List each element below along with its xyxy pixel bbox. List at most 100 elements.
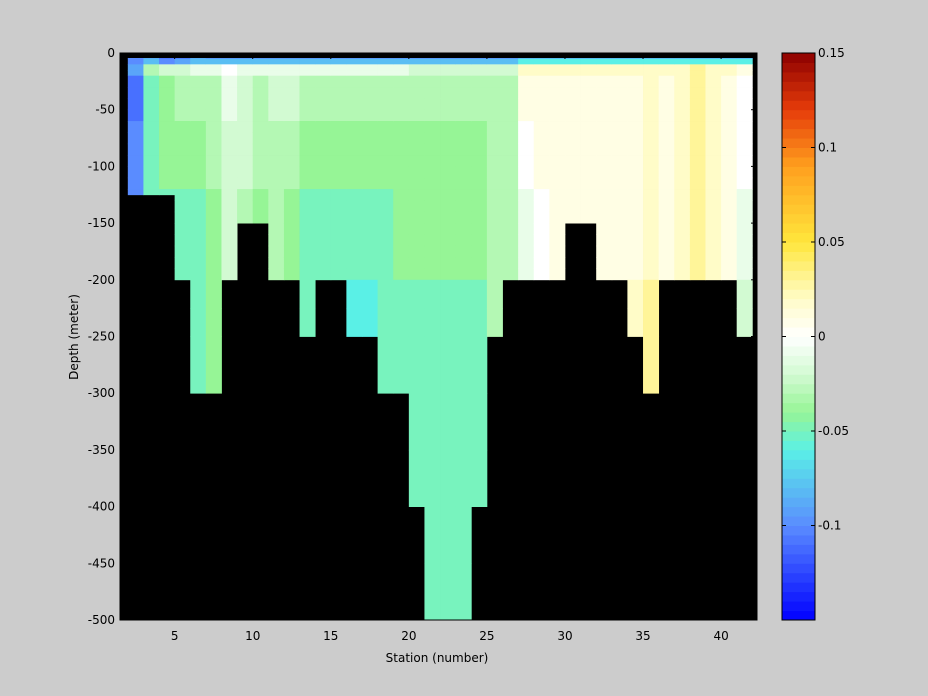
heatmap-cell [159, 143, 176, 156]
heatmap-cell [362, 245, 379, 258]
heatmap-cell [362, 64, 379, 71]
heatmap-cell [346, 75, 363, 88]
heatmap-cell [564, 189, 581, 201]
y-tick-label: -50 [95, 103, 115, 117]
heatmap-cell [627, 166, 644, 179]
colorbar-swatch [782, 487, 815, 498]
heatmap-cell [440, 58, 457, 65]
colorbar-swatch [782, 506, 815, 517]
heatmap-cell [689, 223, 706, 235]
heatmap-cell [596, 200, 613, 213]
heatmap-cell [127, 121, 144, 133]
heatmap-cell [533, 70, 550, 77]
heatmap-cell [408, 64, 425, 71]
heatmap-cell [486, 245, 503, 258]
heatmap-cell [393, 87, 410, 99]
heatmap-cell [268, 58, 285, 65]
heatmap-cell [502, 64, 519, 71]
heatmap-cell [455, 506, 472, 564]
heatmap-cell [549, 155, 566, 167]
heatmap-cell [643, 200, 660, 213]
heatmap-cell [674, 64, 691, 71]
heatmap-cell [330, 177, 347, 190]
heatmap-cell [502, 87, 519, 99]
heatmap-cell [596, 132, 613, 145]
heatmap-cell [689, 245, 706, 258]
heatmap-cell [736, 189, 753, 201]
heatmap-cell [455, 143, 472, 156]
heatmap-cell [486, 223, 503, 235]
colorbar-tick-label: 0 [818, 330, 826, 344]
heatmap-cell [377, 155, 394, 167]
colorbar-swatch [782, 601, 815, 612]
colorbar-swatch [782, 119, 815, 130]
heatmap-cell [627, 308, 644, 337]
heatmap-cell [627, 121, 644, 133]
heatmap-cell [705, 64, 722, 71]
heatmap-cell [471, 121, 488, 133]
heatmap-cell [315, 268, 332, 281]
heatmap-cell [174, 268, 191, 281]
heatmap-cell [237, 132, 254, 145]
heatmap-cell [658, 166, 675, 179]
heatmap-cell [408, 121, 425, 133]
y-tick-label: -400 [88, 500, 115, 514]
heatmap-cell [580, 121, 597, 133]
heatmap-cell [205, 109, 222, 122]
heatmap-cell [705, 200, 722, 213]
heatmap-cell [393, 166, 410, 179]
heatmap-cell [440, 223, 457, 235]
heatmap-cell [502, 121, 519, 133]
heatmap-cell [190, 143, 207, 156]
heatmap-cell [127, 177, 144, 190]
heatmap-cell [689, 211, 706, 224]
heatmap-cell [471, 132, 488, 145]
heatmap-cell [455, 155, 472, 167]
heatmap-cell [596, 257, 613, 269]
colorbar-swatch [782, 563, 815, 574]
heatmap-cell [174, 257, 191, 269]
heatmap-cell [518, 234, 535, 247]
heatmap-cell [252, 143, 269, 156]
heatmap-cell [299, 121, 316, 133]
colorbar-swatch [782, 279, 815, 290]
colorbar-swatch [782, 223, 815, 234]
heatmap-cell [440, 155, 457, 167]
heatmap-cell [580, 109, 597, 122]
heatmap-cell [627, 189, 644, 201]
heatmap-cell [455, 449, 472, 507]
heatmap-cell [736, 177, 753, 190]
heatmap-cell [643, 177, 660, 190]
x-tick-label: 10 [245, 629, 260, 643]
heatmap-cell [564, 155, 581, 167]
heatmap-cell [580, 155, 597, 167]
heatmap-cell [455, 166, 472, 179]
heatmap-cell [268, 200, 285, 213]
heatmap-cell [205, 189, 222, 201]
heatmap-cell [502, 211, 519, 224]
heatmap-cell [330, 64, 347, 71]
colorbar-swatch [782, 610, 815, 621]
heatmap-cell [424, 177, 441, 190]
heatmap-cell [533, 109, 550, 122]
colorbar-swatch [782, 572, 815, 583]
heatmap-cell [283, 58, 300, 65]
heatmap-cell [689, 121, 706, 133]
heatmap-cell [221, 70, 238, 77]
heatmap-cell [658, 177, 675, 190]
heatmap-cell [330, 109, 347, 122]
heatmap-cell [408, 87, 425, 99]
heatmap-cell [221, 245, 238, 258]
heatmap-cell [440, 75, 457, 88]
heatmap-cell [721, 257, 738, 269]
heatmap-cell [408, 279, 425, 309]
heatmap-cell [221, 64, 238, 71]
heatmap-cell [424, 279, 441, 309]
heatmap-cell [658, 234, 675, 247]
heatmap-cell [424, 64, 441, 71]
heatmap-cell [518, 143, 535, 156]
heatmap-cell [611, 257, 628, 269]
heatmap-cell [533, 245, 550, 258]
heatmap-cell [455, 64, 472, 71]
heatmap-cell [377, 70, 394, 77]
